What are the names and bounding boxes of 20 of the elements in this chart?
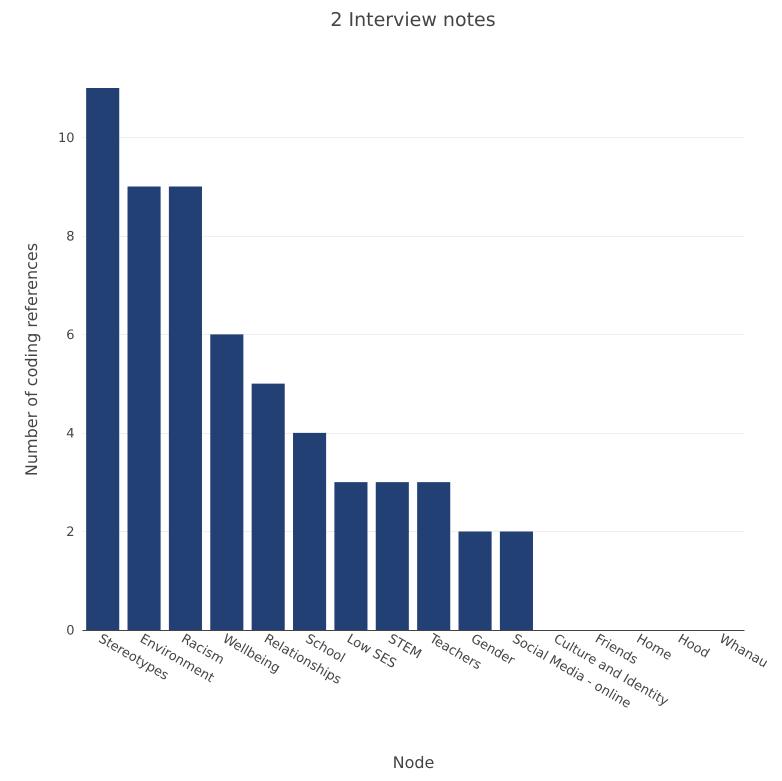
bar <box>376 482 409 630</box>
y-tick-label: 0 <box>66 624 74 638</box>
bar <box>86 88 120 630</box>
chart-title: 2 Interview notes <box>330 9 496 31</box>
bar <box>334 482 368 630</box>
y-tick-label: 8 <box>66 229 74 244</box>
bar <box>417 482 450 630</box>
y-tick-label: 6 <box>66 328 74 343</box>
x-axis-title: Node <box>392 752 434 772</box>
y-tick-label: 10 <box>58 130 74 146</box>
bar <box>210 334 244 630</box>
bar <box>293 432 326 630</box>
bar <box>500 531 533 630</box>
bar <box>458 531 492 630</box>
y-tick-label: 2 <box>66 524 74 540</box>
y-tick-label: 4 <box>66 426 74 442</box>
bar <box>168 186 202 630</box>
bar <box>128 186 161 630</box>
bar <box>252 384 285 630</box>
y-axis-title: Number of coding references <box>22 242 41 476</box>
